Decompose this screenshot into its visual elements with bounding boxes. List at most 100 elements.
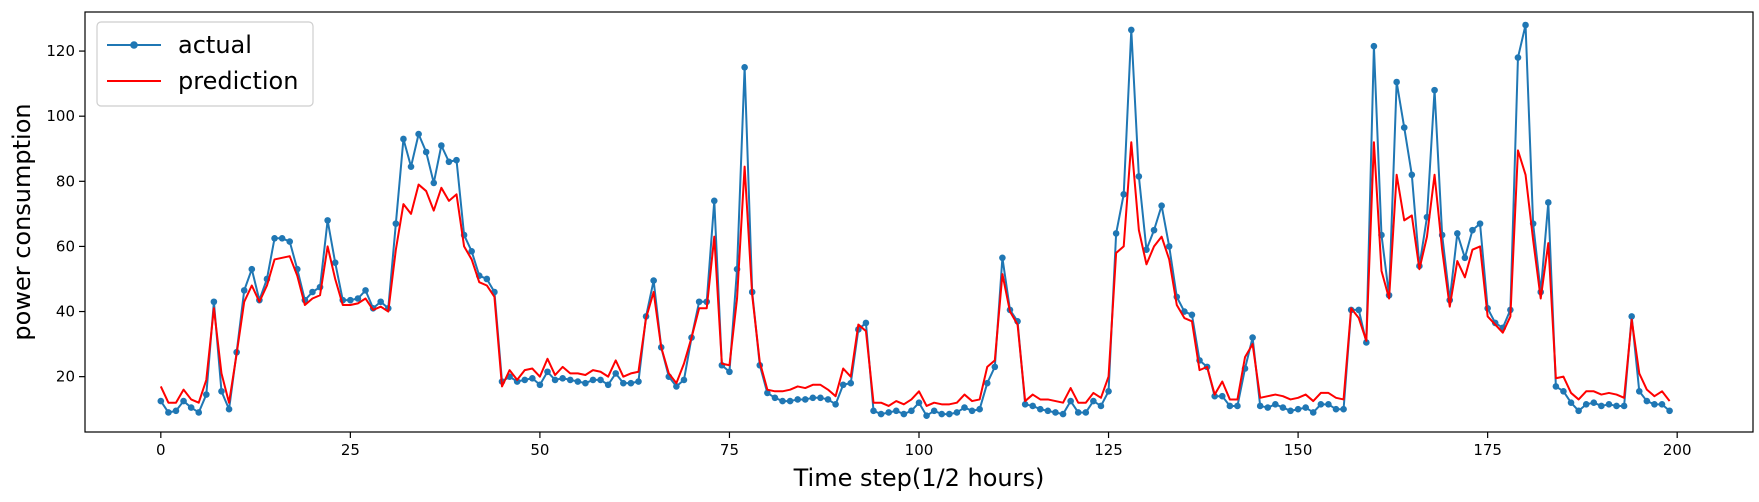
x-axis-label: Time step(1/2 hours) — [793, 464, 1045, 492]
point-actual-99 — [908, 408, 915, 415]
point-actual-185 — [1560, 388, 1567, 395]
point-actual-6 — [203, 391, 210, 398]
point-actual-101 — [923, 412, 930, 419]
point-actual-129 — [1136, 173, 1143, 180]
point-actual-132 — [1158, 202, 1165, 209]
point-actual-38 — [446, 158, 453, 165]
point-actual-155 — [1333, 406, 1340, 413]
point-actual-8 — [218, 388, 225, 395]
point-actual-82 — [779, 398, 786, 405]
point-actual-158 — [1355, 307, 1362, 314]
x-tick-label-100: 100 — [905, 441, 934, 459]
point-actual-198 — [1659, 401, 1666, 408]
point-actual-90 — [840, 381, 847, 388]
point-actual-107 — [969, 408, 976, 415]
y-tick-label-40: 40 — [56, 303, 75, 321]
point-actual-146 — [1264, 404, 1271, 411]
point-actual-171 — [1454, 230, 1461, 237]
point-actual-142 — [1234, 403, 1241, 410]
point-actual-65 — [650, 277, 657, 284]
point-actual-33 — [408, 163, 415, 170]
x-tick-label-75: 75 — [720, 441, 739, 459]
point-actual-180 — [1522, 22, 1529, 29]
point-actual-121 — [1075, 409, 1082, 416]
point-actual-123 — [1090, 398, 1097, 405]
x-tick-label-150: 150 — [1284, 441, 1313, 459]
point-actual-174 — [1477, 220, 1484, 227]
point-actual-75 — [726, 368, 733, 375]
point-actual-96 — [885, 409, 892, 416]
point-actual-122 — [1083, 409, 1090, 416]
point-actual-156 — [1340, 406, 1347, 413]
point-actual-199 — [1666, 408, 1673, 415]
point-actual-136 — [1189, 311, 1196, 318]
x-tick-label-175: 175 — [1473, 441, 1502, 459]
point-actual-29 — [377, 298, 384, 305]
point-actual-2 — [173, 408, 180, 415]
point-actual-183 — [1545, 199, 1552, 206]
point-actual-133 — [1166, 243, 1173, 250]
point-actual-93 — [863, 320, 870, 327]
point-actual-120 — [1067, 398, 1074, 405]
point-actual-119 — [1060, 411, 1067, 418]
point-actual-31 — [393, 220, 400, 227]
y-tick-label-60: 60 — [56, 237, 75, 255]
point-actual-100 — [916, 399, 923, 406]
point-actual-172 — [1462, 255, 1469, 262]
point-actual-77 — [741, 64, 748, 71]
point-actual-71 — [696, 298, 703, 305]
point-actual-86 — [810, 395, 817, 402]
point-actual-98 — [901, 411, 908, 418]
point-actual-89 — [832, 401, 839, 408]
point-actual-154 — [1325, 401, 1332, 408]
point-actual-25 — [347, 297, 354, 304]
point-actual-197 — [1651, 401, 1658, 408]
y-axis-label: power consumption — [8, 103, 36, 340]
point-actual-102 — [931, 408, 938, 415]
x-tick-label-25: 25 — [341, 441, 360, 459]
point-actual-63 — [635, 378, 642, 385]
point-actual-62 — [628, 380, 635, 387]
point-actual-81 — [772, 395, 779, 402]
point-actual-141 — [1227, 403, 1234, 410]
point-actual-145 — [1257, 403, 1264, 410]
point-actual-186 — [1568, 399, 1575, 406]
point-actual-168 — [1431, 87, 1438, 94]
point-actual-56 — [582, 380, 589, 387]
point-actual-55 — [575, 378, 582, 385]
point-actual-111 — [999, 255, 1006, 262]
point-actual-85 — [802, 396, 809, 403]
point-actual-34 — [415, 131, 422, 138]
point-actual-124 — [1098, 403, 1105, 410]
point-actual-131 — [1151, 227, 1158, 234]
point-actual-32 — [400, 136, 407, 143]
point-actual-188 — [1583, 401, 1590, 408]
point-actual-17 — [286, 238, 293, 245]
point-actual-144 — [1249, 334, 1256, 341]
point-actual-69 — [681, 377, 688, 384]
point-actual-43 — [484, 276, 491, 283]
point-actual-108 — [976, 406, 983, 413]
point-actual-189 — [1590, 399, 1597, 406]
point-actual-164 — [1401, 124, 1408, 131]
point-actual-94 — [870, 408, 877, 415]
point-actual-15 — [271, 235, 278, 242]
point-actual-73 — [711, 198, 718, 205]
point-actual-4 — [188, 404, 195, 411]
point-actual-151 — [1302, 404, 1309, 411]
point-actual-184 — [1553, 383, 1560, 390]
point-actual-87 — [817, 395, 824, 402]
x-tick-label-200: 200 — [1663, 441, 1692, 459]
point-actual-128 — [1128, 27, 1135, 34]
point-actual-95 — [878, 411, 885, 418]
point-actual-163 — [1393, 79, 1400, 86]
point-actual-20 — [309, 289, 316, 296]
point-actual-127 — [1120, 191, 1127, 198]
y-tick-label-120: 120 — [46, 42, 75, 60]
plot-area — [85, 12, 1753, 432]
point-actual-57 — [590, 377, 597, 384]
point-actual-39 — [453, 157, 460, 164]
point-actual-196 — [1644, 398, 1651, 405]
point-actual-104 — [946, 411, 953, 418]
